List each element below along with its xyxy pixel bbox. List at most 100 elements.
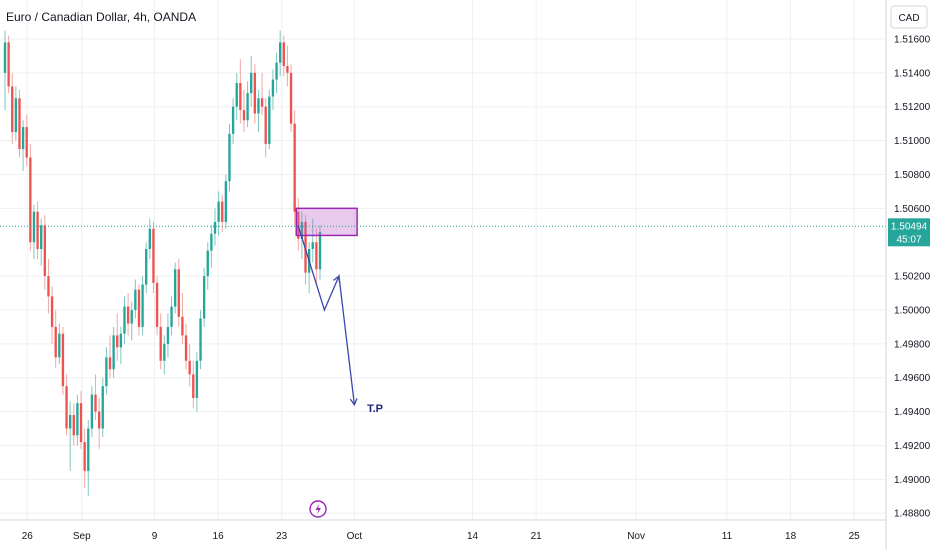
target-label: T.P: [367, 403, 383, 415]
time-tick-label: Nov: [627, 531, 645, 542]
currency-label: CAD: [898, 13, 919, 24]
candle: [72, 403, 75, 446]
candle: [116, 313, 119, 361]
candle: [43, 215, 47, 290]
candle: [228, 123, 231, 192]
candle: [239, 59, 242, 124]
time-tick-label: 9: [152, 531, 158, 542]
current-price-badge: 1.50494 45:07: [888, 218, 930, 247]
candle: [275, 52, 278, 94]
chart-grid: [0, 0, 886, 520]
price-tick-label: 1.50600: [894, 204, 931, 215]
time-tick-label: 23: [276, 531, 288, 542]
candle: [170, 296, 173, 336]
current-price-countdown: 45:07: [896, 234, 921, 245]
candle: [278, 30, 282, 77]
projection-arrowhead-target: [349, 398, 358, 407]
candle: [40, 218, 43, 266]
candle: [173, 262, 177, 314]
candle: [90, 386, 94, 438]
candle: [271, 69, 275, 111]
candle: [97, 398, 101, 449]
candle: [65, 374, 68, 436]
candle: [289, 64, 293, 133]
price-tick-label: 1.49600: [894, 373, 931, 384]
price-tick-label: 1.48800: [894, 509, 931, 520]
price-tick-label: 1.49800: [894, 339, 931, 350]
candle: [94, 374, 97, 421]
candle: [188, 343, 191, 387]
candle: [18, 89, 21, 158]
candle: [206, 242, 209, 290]
candle: [293, 110, 296, 226]
candle: [257, 89, 260, 133]
candle: [119, 326, 123, 365]
time-axis-ticks[interactable]: 26 Sep 9 16 23 Oct 14 21 Nov 11 18 25: [22, 531, 860, 542]
price-tick-label: 1.51200: [894, 102, 931, 113]
candle: [50, 286, 54, 344]
candle: [213, 208, 217, 246]
candle: [148, 218, 152, 260]
candle: [134, 279, 137, 319]
time-tick-label: 18: [785, 531, 797, 542]
candle: [250, 55, 253, 107]
candle: [11, 72, 14, 144]
candle: [264, 98, 267, 158]
overlays: T.P: [0, 207, 886, 415]
candle: [130, 301, 133, 341]
price-axis-ticks: 1.51600 1.51400 1.51200 1.51000 1.50800 1.506…: [894, 34, 931, 519]
candle: [224, 174, 228, 229]
candle: [112, 326, 115, 378]
candle: [14, 86, 18, 141]
current-price-value: 1.50494: [891, 221, 928, 232]
currency-button[interactable]: [890, 5, 928, 29]
time-tick-label: 14: [467, 531, 479, 542]
candle: [58, 323, 61, 365]
projection-arrowhead-up: [333, 274, 341, 284]
price-tick-label: 1.50200: [894, 272, 931, 283]
candle: [25, 115, 28, 166]
lightning-icon[interactable]: [309, 500, 327, 518]
time-tick-label: 25: [849, 531, 861, 542]
candle: [155, 276, 159, 336]
candle: [3, 30, 7, 111]
candle: [217, 191, 220, 236]
chart-title: Euro / Canadian Dollar, 4h, OANDA: [6, 10, 196, 24]
candle: [21, 120, 25, 172]
candle: [47, 259, 50, 314]
candle: [231, 98, 235, 144]
candle: [159, 313, 162, 370]
candle: [181, 293, 184, 344]
candle: [145, 242, 148, 294]
candle: [177, 259, 180, 327]
time-tick-label: 21: [531, 531, 543, 542]
candle: [242, 89, 246, 133]
candle: [166, 313, 170, 358]
candle: [195, 352, 199, 412]
candle: [32, 204, 36, 260]
candle: [83, 428, 86, 488]
price-tick-label: 1.50000: [894, 305, 931, 316]
candle: [123, 296, 126, 344]
candle: [184, 323, 188, 370]
candle: [101, 377, 104, 438]
candle: [54, 309, 57, 368]
candle: [29, 143, 32, 251]
time-tick-label: 26: [22, 531, 34, 542]
time-tick-label: 11: [722, 531, 733, 542]
supply-zone-box[interactable]: [295, 207, 358, 237]
candle: [282, 35, 285, 77]
price-tick-label: 1.51600: [894, 34, 931, 45]
candle: [253, 64, 257, 124]
candle: [105, 347, 108, 395]
price-axis-panel[interactable]: [886, 0, 932, 550]
price-tick-label: 1.51400: [894, 68, 931, 79]
candle: [307, 242, 311, 294]
projection-path[interactable]: [297, 225, 356, 405]
time-tick-label: Oct: [347, 531, 363, 542]
candle: [192, 360, 195, 409]
candle: [235, 72, 238, 121]
candle: [76, 394, 79, 446]
candle: [61, 326, 65, 395]
